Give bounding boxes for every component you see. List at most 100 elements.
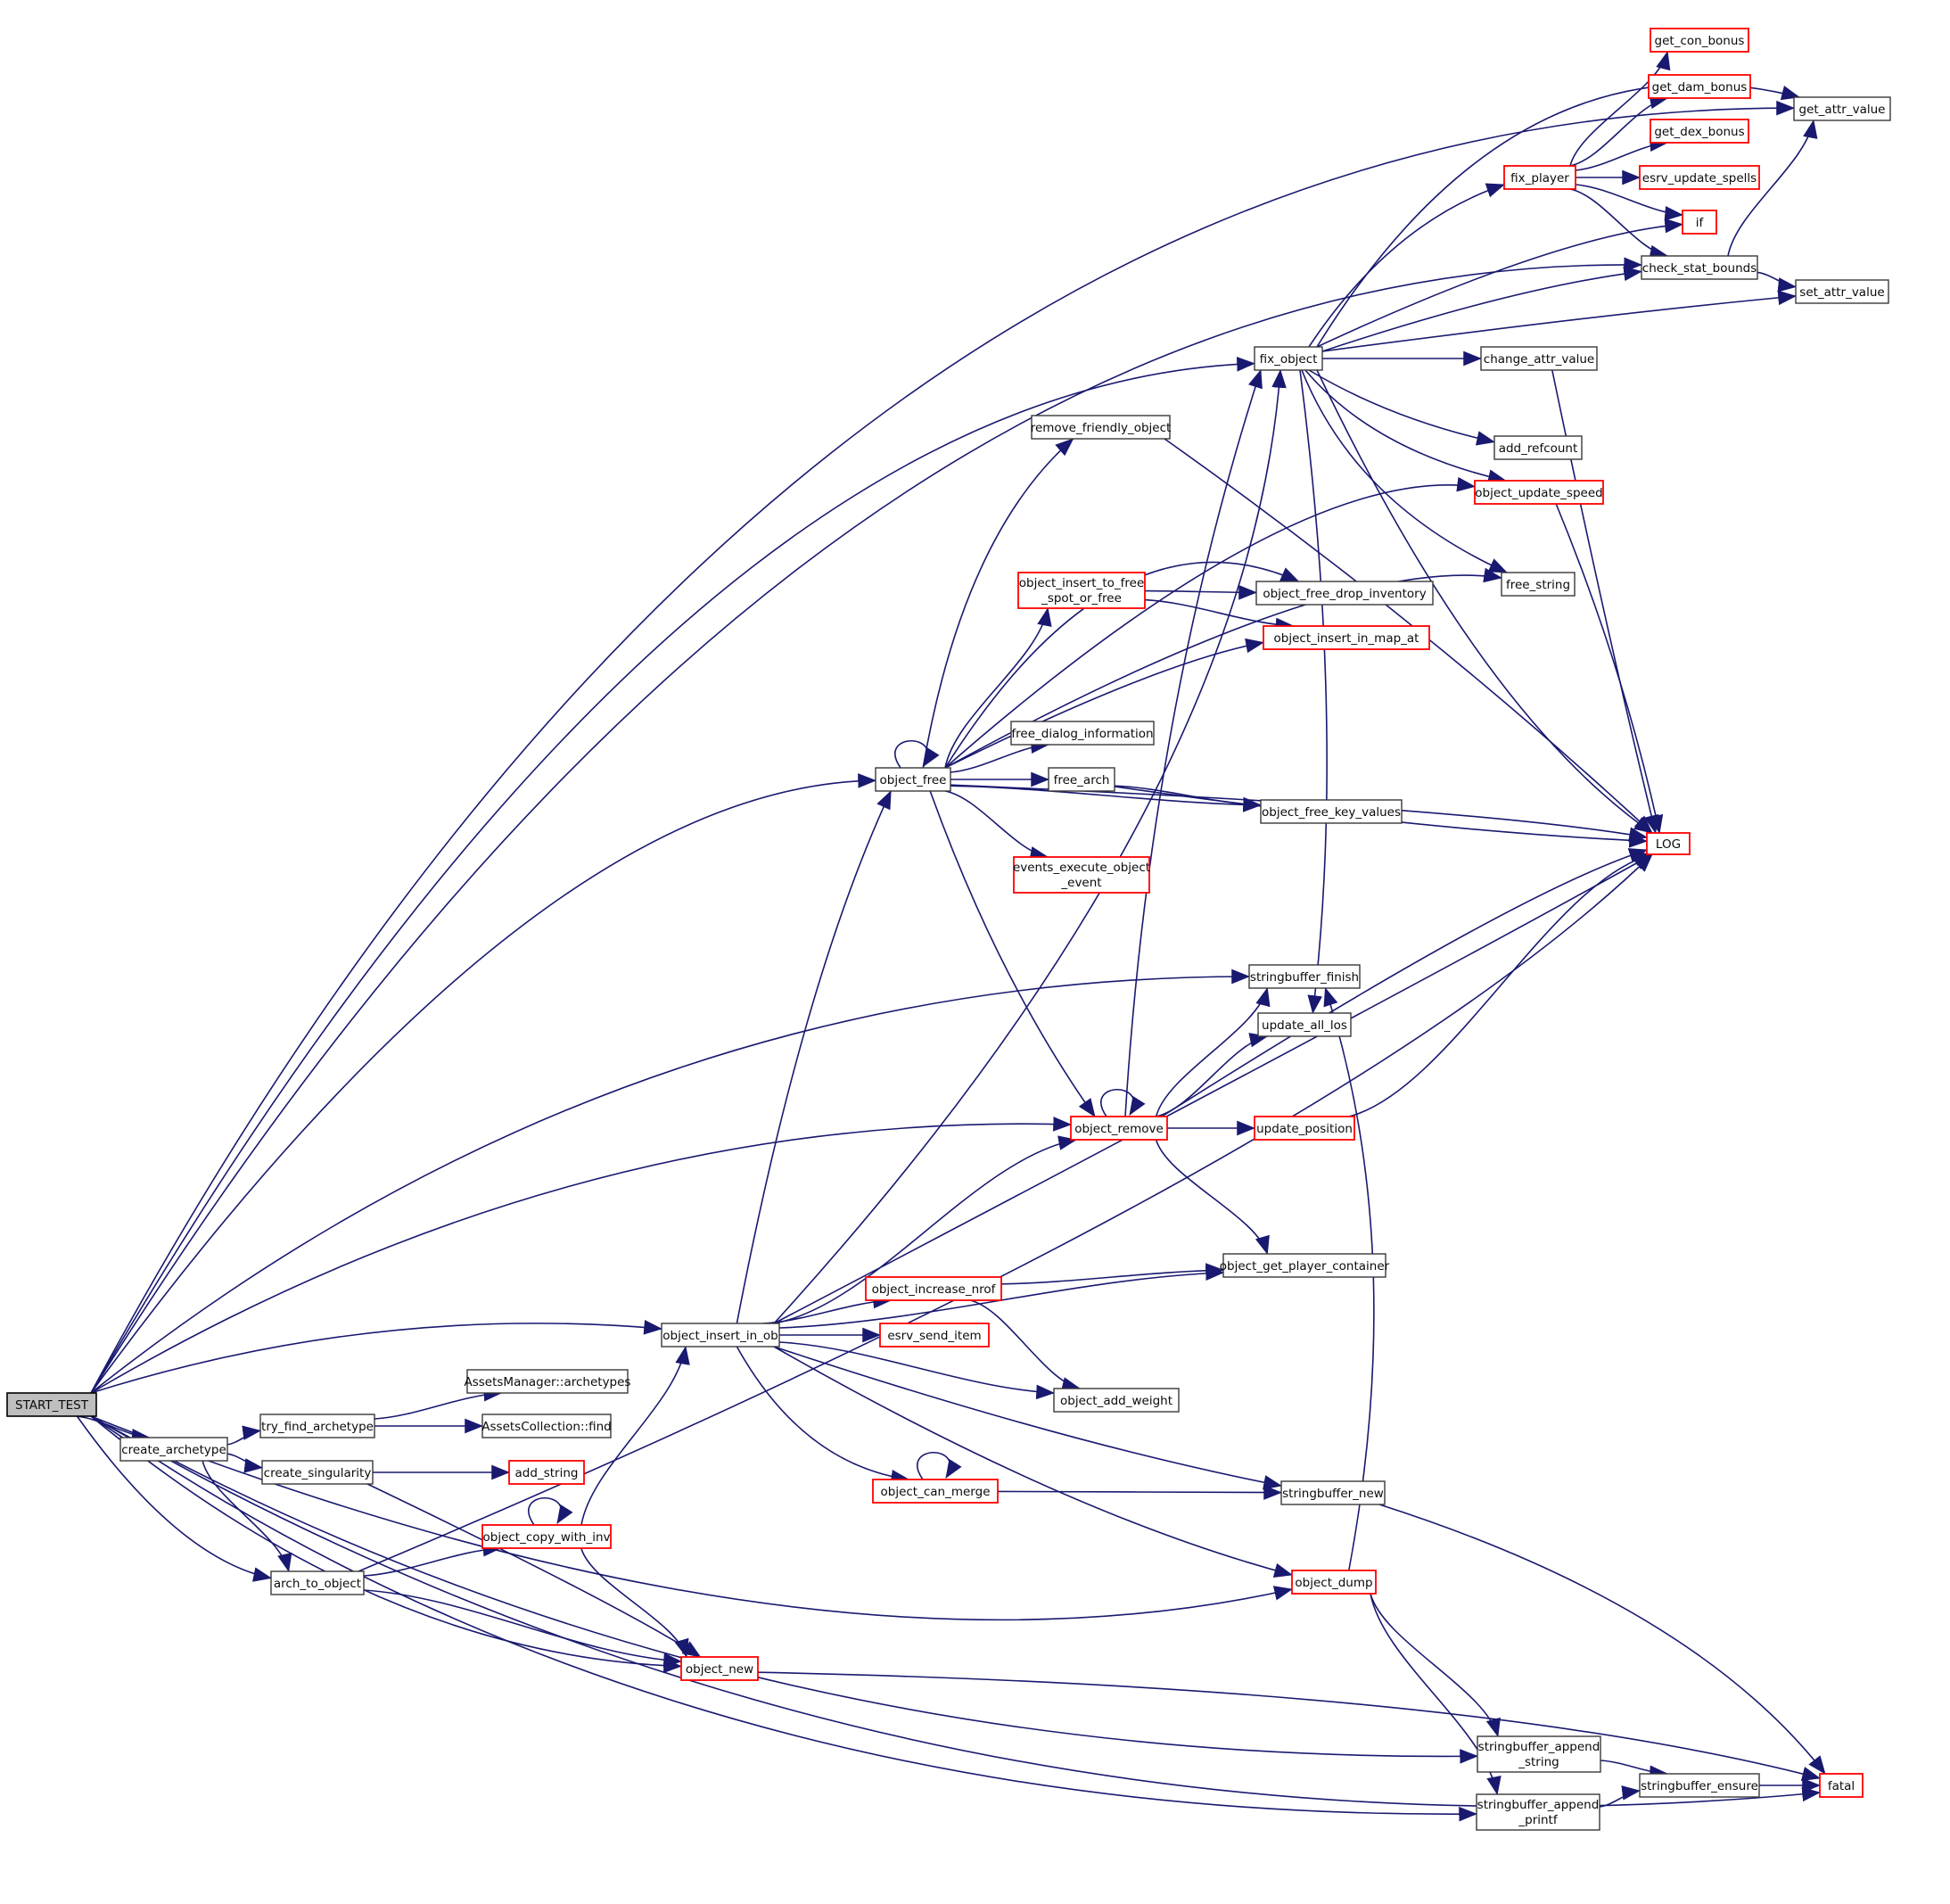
- node-free_dialog_information[interactable]: free_dialog_information: [1010, 721, 1155, 746]
- node-assets_archetypes[interactable]: AssetsManager::archetypes: [465, 1369, 631, 1394]
- node-box-remove_friendly_object: [1031, 415, 1171, 440]
- node-label-fatal: fatal: [1828, 1779, 1855, 1793]
- node-if[interactable]: if: [1682, 210, 1717, 235]
- node-get_con_bonus[interactable]: get_con_bonus: [1650, 28, 1749, 53]
- node-add_string[interactable]: add_string: [508, 1460, 585, 1485]
- edge-fix_object-to-add_refcount: [1308, 369, 1496, 446]
- node-object_new[interactable]: object_new: [680, 1656, 759, 1681]
- edges-layer: [76, 50, 1826, 1822]
- node-box-try_find_archetype: [259, 1414, 375, 1438]
- node-label-arch_to_object: arch_to_object: [274, 1577, 361, 1591]
- node-label-update_position: update_position: [1256, 1122, 1353, 1136]
- node-object_can_merge[interactable]: object_can_merge: [872, 1479, 999, 1504]
- edge-fix_object-to-set_attr_value: [1321, 290, 1798, 352]
- node-box-change_attr_value: [1480, 346, 1598, 371]
- node-stringbuffer_append_printf[interactable]: stringbuffer_append _printf: [1476, 1793, 1600, 1831]
- node-label-events_execute_object_event: events_execute_object _event: [1013, 861, 1150, 890]
- node-fatal[interactable]: fatal: [1819, 1773, 1864, 1798]
- node-box-check_stat_bounds: [1641, 255, 1758, 280]
- node-label-fix_player: fix_player: [1510, 171, 1569, 185]
- node-box-object_free: [875, 767, 951, 792]
- edge-object_insert_to_free_spot_or_free-to-object_free_drop_inventory: [1144, 584, 1258, 600]
- node-free_arch[interactable]: free_arch: [1048, 767, 1115, 792]
- node-add_refcount[interactable]: add_refcount: [1493, 435, 1583, 460]
- edge-object_dump-to-stringbuffer_append_string: [1370, 1593, 1501, 1738]
- node-get_attr_value[interactable]: get_attr_value: [1793, 96, 1891, 121]
- node-update_all_los[interactable]: update_all_los: [1257, 1012, 1352, 1037]
- node-box-create_archetype: [119, 1437, 228, 1462]
- node-object_insert_in_map_at[interactable]: object_insert_in_map_at: [1263, 625, 1430, 650]
- edge-arch_to_object-to-object_copy_with_inv: [363, 1541, 502, 1577]
- node-stringbuffer_ensure[interactable]: stringbuffer_ensure: [1639, 1773, 1760, 1798]
- node-get_dex_bonus[interactable]: get_dex_bonus: [1650, 119, 1749, 144]
- node-box-free_arch: [1048, 767, 1115, 792]
- edge-fix_object-to-LOG: [1316, 369, 1653, 834]
- node-events_execute_object_event[interactable]: events_execute_object _event: [1013, 856, 1150, 894]
- edge-object_insert_in_ob-to-object_add_weight: [778, 1341, 1056, 1400]
- edge-stringbuffer_append_string-to-stringbuffer_ensure: [1600, 1760, 1669, 1781]
- node-object_update_speed[interactable]: object_update_speed: [1474, 480, 1604, 505]
- node-LOG[interactable]: LOG: [1646, 832, 1691, 855]
- node-create_archetype[interactable]: create_archetype: [119, 1437, 228, 1462]
- node-check_stat_bounds[interactable]: check_stat_bounds: [1641, 255, 1758, 280]
- edge-object_update_speed-to-LOG: [1555, 503, 1664, 835]
- node-fix_object[interactable]: fix_object: [1254, 346, 1323, 371]
- node-object_dump[interactable]: object_dump: [1291, 1570, 1377, 1595]
- edge-object_new-to-fatal: [757, 1671, 1822, 1782]
- node-arch_to_object[interactable]: arch_to_object: [270, 1570, 365, 1595]
- node-label-object_free: object_free: [880, 773, 947, 787]
- node-start[interactable]: START_TEST: [6, 1392, 97, 1417]
- node-esrv_update_spells[interactable]: esrv_update_spells: [1639, 165, 1760, 190]
- edge-object_remove-to-stringbuffer_finish: [1155, 986, 1271, 1117]
- node-box-update_position: [1254, 1116, 1355, 1141]
- node-free_string[interactable]: free_string: [1501, 572, 1576, 597]
- node-assets_find[interactable]: AssetsCollection::find: [481, 1414, 612, 1438]
- node-update_position[interactable]: update_position: [1254, 1116, 1355, 1141]
- node-object_insert_to_free_spot_or_free[interactable]: object_insert_to_free _spot_or_free: [1017, 572, 1146, 609]
- edge-fix_player-to-get_con_bonus: [1569, 50, 1671, 167]
- node-box-object_remove: [1070, 1116, 1168, 1141]
- node-set_attr_value[interactable]: set_attr_value: [1795, 279, 1889, 304]
- node-box-object_can_merge: [872, 1479, 999, 1504]
- node-box-stringbuffer_ensure: [1639, 1773, 1760, 1798]
- node-object_remove[interactable]: object_remove: [1070, 1116, 1168, 1141]
- node-label-stringbuffer_finish: stringbuffer_finish: [1250, 970, 1359, 985]
- node-try_find_archetype[interactable]: try_find_archetype: [259, 1414, 375, 1438]
- node-object_copy_with_inv[interactable]: object_copy_with_inv: [481, 1524, 612, 1549]
- node-remove_friendly_object[interactable]: remove_friendly_object: [1031, 415, 1172, 440]
- edge-create_archetype-to-try_find_archetype: [226, 1425, 262, 1446]
- node-label-check_stat_bounds: check_stat_bounds: [1642, 261, 1757, 276]
- edge-object_insert_in_ob-to-fix_object: [773, 368, 1287, 1324]
- edge-check_stat_bounds-to-get_attr_value: [1727, 119, 1818, 257]
- edge-start-to-stringbuffer_append_printf: [90, 1415, 1478, 1822]
- node-object_free[interactable]: object_free: [875, 767, 951, 792]
- node-label-try_find_archetype: try_find_archetype: [261, 1420, 374, 1434]
- node-object_free_key_values[interactable]: object_free_key_values: [1260, 799, 1403, 824]
- node-change_attr_value[interactable]: change_attr_value: [1480, 346, 1598, 371]
- node-box-object_insert_to_free_spot_or_free: [1017, 572, 1146, 609]
- node-stringbuffer_append_string[interactable]: stringbuffer_append _string: [1477, 1735, 1601, 1773]
- node-stringbuffer_finish[interactable]: stringbuffer_finish: [1248, 964, 1361, 989]
- edge-fix_player-to-check_stat_bounds: [1569, 188, 1669, 260]
- node-object_add_weight[interactable]: object_add_weight: [1053, 1388, 1180, 1413]
- edge-start-to-fix_object: [90, 356, 1256, 1394]
- edge-object_free-to-events_execute_object_event: [944, 790, 1049, 861]
- node-box-if: [1682, 210, 1717, 235]
- node-box-object_add_weight: [1053, 1388, 1180, 1413]
- node-fix_player[interactable]: fix_player: [1503, 165, 1576, 190]
- node-stringbuffer_new[interactable]: stringbuffer_new: [1280, 1480, 1386, 1505]
- edge-start-to-object_remove: [90, 1117, 1073, 1394]
- node-get_dam_bonus[interactable]: get_dam_bonus: [1648, 74, 1751, 99]
- node-label-create_archetype: create_archetype: [121, 1443, 226, 1457]
- node-object_increase_nrof[interactable]: object_increase_nrof: [865, 1276, 1002, 1301]
- node-create_singularity[interactable]: create_singularity: [261, 1460, 374, 1485]
- node-object_free_drop_inventory[interactable]: object_free_drop_inventory: [1255, 581, 1434, 606]
- edge-start-to-check_stat_bounds: [90, 257, 1643, 1394]
- edge-fix_player-to-if: [1575, 184, 1684, 221]
- node-box-create_singularity: [261, 1460, 374, 1485]
- node-object_get_player_container[interactable]: object_get_player_container: [1220, 1253, 1390, 1278]
- node-esrv_send_item[interactable]: esrv_send_item: [879, 1323, 990, 1348]
- node-object_insert_in_ob[interactable]: object_insert_in_ob: [661, 1323, 780, 1348]
- node-label-free_arch: free_arch: [1054, 773, 1110, 787]
